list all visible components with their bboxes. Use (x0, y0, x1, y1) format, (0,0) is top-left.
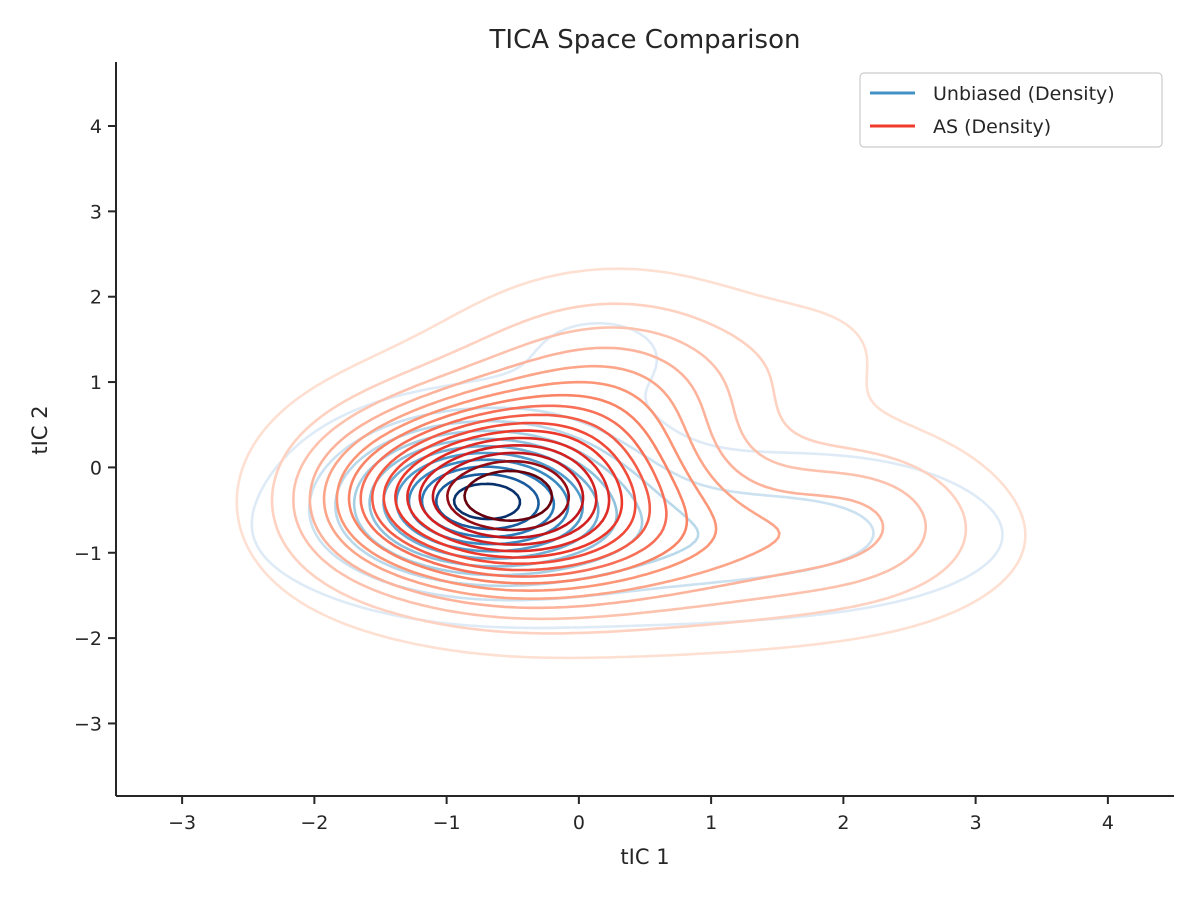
contour-level (347, 393, 689, 585)
y-tick-label: −3 (74, 713, 102, 735)
y-tick-label: 2 (90, 287, 102, 309)
contour-level (446, 459, 571, 532)
contour-level (418, 444, 598, 546)
y-tick-label: −1 (74, 543, 102, 565)
y-axis-ticks: −3 −2 −1 0 1 2 3 4 (74, 116, 116, 735)
x-tick-label: −3 (168, 812, 196, 834)
contour-level (452, 482, 522, 521)
x-tick-label: 2 (837, 812, 849, 834)
contour-level (235, 267, 1027, 660)
x-tick-label: 4 (1102, 812, 1114, 834)
x-tick-label: 0 (573, 812, 585, 834)
contour-level (335, 380, 718, 592)
x-tick-label: −2 (300, 812, 328, 834)
y-tick-label: 3 (90, 201, 102, 223)
contour-level (270, 302, 968, 635)
contour-level (463, 469, 554, 522)
legend-label-as: AS (Density) (933, 116, 1051, 138)
y-axis-label: tIC 2 (28, 405, 52, 454)
y-tick-label: 4 (90, 116, 102, 138)
contour-level (359, 404, 668, 578)
contour-level (308, 346, 885, 610)
contour-level (431, 451, 585, 539)
contour-level (382, 421, 637, 565)
contour-level (406, 436, 611, 553)
contour-level (292, 326, 927, 621)
y-tick-label: 1 (90, 372, 102, 394)
x-tick-label: −1 (433, 812, 461, 834)
x-axis-label: tIC 1 (620, 845, 669, 869)
x-tick-label: 3 (970, 812, 982, 834)
legend-frame (859, 72, 1163, 148)
x-axis-ticks: −3 −2 −1 0 1 2 3 4 (168, 796, 1114, 834)
chart-title: TICA Space Comparison (489, 25, 801, 55)
y-tick-label: 0 (90, 457, 102, 479)
contour-level (394, 429, 624, 559)
legend: Unbiased (Density) AS (Density) (859, 72, 1163, 148)
contour-level (322, 364, 781, 600)
as-density-contours (235, 267, 1027, 660)
y-tick-label: −2 (74, 628, 102, 650)
x-tick-label: 1 (705, 812, 717, 834)
contour-level (371, 413, 652, 572)
contour-plot-area (235, 267, 1027, 660)
legend-label-unbiased: Unbiased (Density) (933, 83, 1115, 105)
